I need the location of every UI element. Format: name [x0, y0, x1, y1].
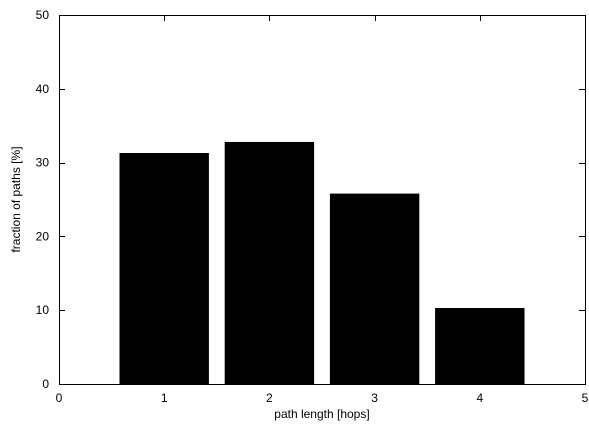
- bar-3: [329, 193, 420, 384]
- x-tick-label: 1: [161, 391, 168, 405]
- y-tick-label: 0: [42, 377, 49, 391]
- y-tick-label: 10: [36, 303, 50, 317]
- x-axis-label: path length [hops]: [274, 407, 369, 421]
- y-tick-label: 20: [36, 229, 50, 243]
- bar-2: [224, 141, 315, 384]
- y-tick-label: 50: [36, 8, 50, 22]
- y-tick-label: 40: [36, 82, 50, 96]
- x-tick-label: 0: [56, 391, 63, 405]
- x-tick-label: 5: [582, 391, 589, 405]
- bars-group: [119, 141, 525, 384]
- x-tick-label: 3: [371, 391, 378, 405]
- bar-1: [119, 153, 209, 384]
- x-tick-label: 2: [266, 391, 273, 405]
- y-axis-label: fraction of paths [%]: [9, 146, 23, 252]
- y-tick-label: 30: [36, 156, 50, 170]
- bar-4: [435, 307, 525, 384]
- x-tick-label: 4: [476, 391, 483, 405]
- plot-frame: [59, 15, 586, 385]
